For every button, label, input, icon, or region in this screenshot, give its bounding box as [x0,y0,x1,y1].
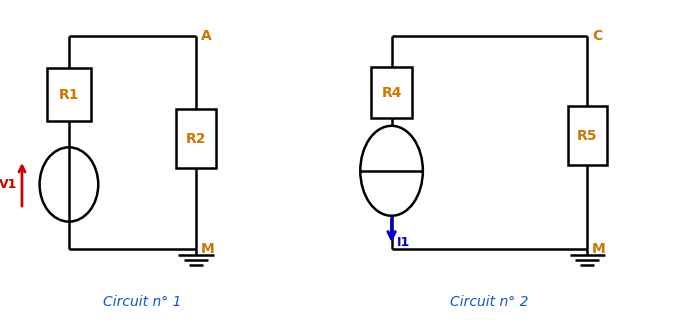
Text: A: A [201,29,212,43]
Bar [371,67,412,118]
Text: C: C [592,29,602,43]
Text: R5: R5 [577,129,597,142]
Text: M: M [201,242,215,256]
Text: V1: V1 [0,178,17,191]
Text: Circuit n° 1: Circuit n° 1 [103,295,182,309]
Text: I1: I1 [396,236,410,249]
Bar [47,68,91,121]
Text: Circuit n° 2: Circuit n° 2 [450,295,528,309]
Text: R4: R4 [381,86,402,99]
Text: R1: R1 [59,88,79,101]
Text: R2: R2 [186,131,206,146]
Bar [176,109,216,168]
Text: M: M [592,242,606,256]
Bar [567,106,607,165]
